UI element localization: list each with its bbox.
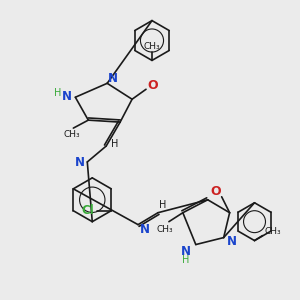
Text: CH₃: CH₃ [157,225,173,234]
Text: H: H [54,88,61,98]
Text: N: N [226,235,237,248]
Text: CH₃: CH₃ [144,42,160,51]
Text: CH₃: CH₃ [264,227,281,236]
Text: O: O [148,79,158,92]
Text: O: O [210,185,221,198]
Text: N: N [75,156,85,170]
Text: Cl: Cl [81,204,94,217]
Text: N: N [108,72,118,85]
Text: N: N [61,90,71,103]
Text: H: H [112,139,119,149]
Text: CH₃: CH₃ [63,130,80,139]
Text: H: H [159,200,167,210]
Text: N: N [140,223,150,236]
Text: H: H [182,256,190,266]
Text: N: N [181,245,191,258]
